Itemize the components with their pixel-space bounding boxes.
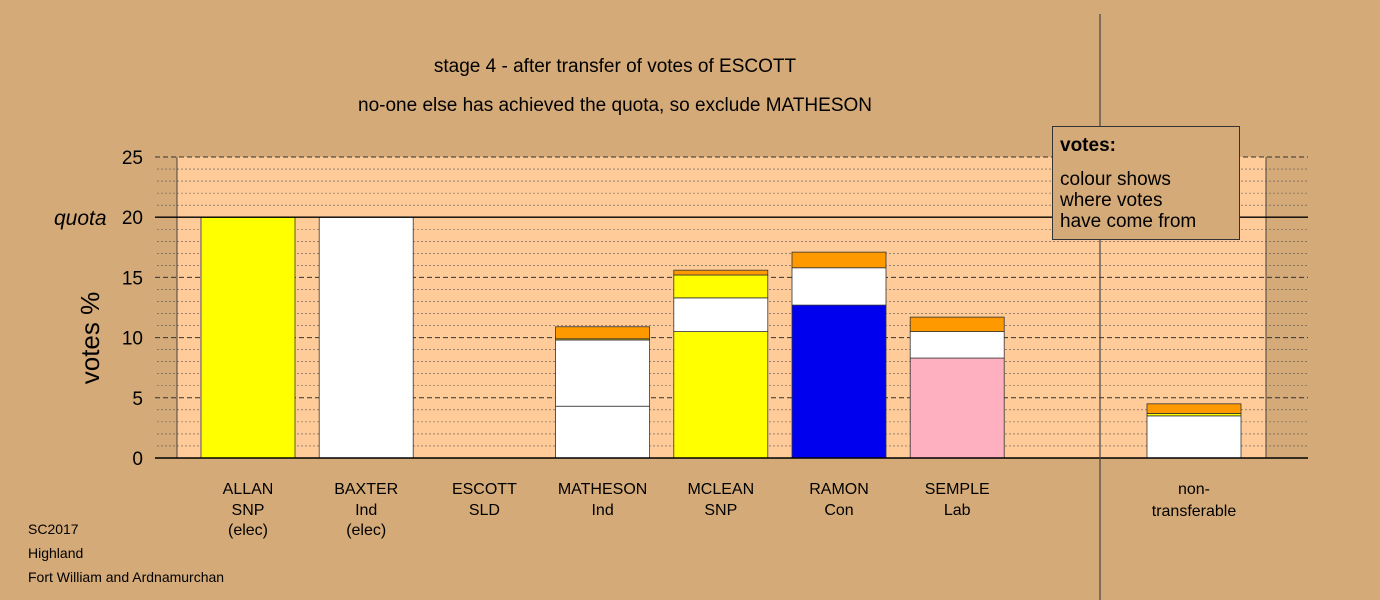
legend-line: have come from [1060, 211, 1197, 232]
caption-election: SC2017 [28, 521, 79, 537]
bar-segment [673, 269, 769, 276]
candidate-party-label: SNP [232, 502, 265, 519]
caption-council: Highland [28, 545, 84, 561]
candidate-name-label: MATHESON [558, 481, 647, 498]
y-tick-label: 25 [122, 148, 143, 169]
chart-subtitle: no-one else has achieved the quota, so e… [358, 95, 872, 116]
bar-segment [673, 297, 769, 332]
bar-segment [909, 316, 1005, 332]
candidate-status-label: (elec) [346, 522, 386, 539]
bar-segment [673, 274, 769, 299]
y-tick-label: 15 [122, 268, 143, 289]
candidate-party-label: SNP [704, 502, 737, 519]
y-tick-label: 10 [122, 329, 143, 350]
candidate-name-label: MCLEAN [687, 481, 754, 498]
candidate-name-label: RAMON [809, 481, 869, 498]
bar-segment [555, 339, 650, 407]
candidate-party-label: SLD [469, 502, 500, 519]
candidate-name-label: ALLAN [223, 481, 274, 498]
bar-segment [1146, 403, 1242, 414]
y-axis-label: votes % [75, 292, 105, 385]
candidate-party-label: Ind [591, 502, 613, 519]
candidate-name-label: ESCOTT [452, 481, 517, 498]
candidate-name-label: SEMPLE [925, 481, 990, 498]
bar-segment [791, 304, 887, 459]
bar-segment [909, 331, 1005, 359]
legend-title: votes: [1060, 135, 1116, 156]
bar-segment [673, 331, 769, 459]
quota-label: quota [54, 207, 107, 230]
legend-line: colour shows [1060, 169, 1171, 190]
bar-segment [791, 267, 887, 306]
caption-ward: Fort William and Ardnamurchan [28, 569, 225, 585]
candidate-party-label: Con [824, 502, 853, 519]
bar-segment [1146, 415, 1242, 459]
candidate-name-label: BAXTER [334, 481, 398, 498]
non-transferable-label: non- [1178, 481, 1210, 498]
chart-title: stage 4 - after transfer of votes of ESC… [434, 56, 797, 77]
bar-segment [200, 216, 296, 459]
legend-box: votes: colour shows where votes have com… [1052, 126, 1240, 240]
bar-segment [909, 357, 1005, 459]
legend-line: where votes [1060, 190, 1163, 211]
candidate-party-label: Ind [355, 502, 377, 519]
candidate-status-label: (elec) [228, 522, 268, 539]
bar-segment [791, 251, 887, 269]
bar-segment [555, 405, 650, 459]
y-tick-label: 0 [132, 449, 143, 470]
y-tick-label: 20 [122, 208, 143, 229]
non-transferable-label: transferable [1152, 503, 1237, 520]
y-tick-label: 5 [132, 389, 143, 410]
bar-segment [318, 216, 414, 459]
bar-segment [555, 326, 650, 340]
candidate-party-label: Lab [944, 502, 971, 519]
